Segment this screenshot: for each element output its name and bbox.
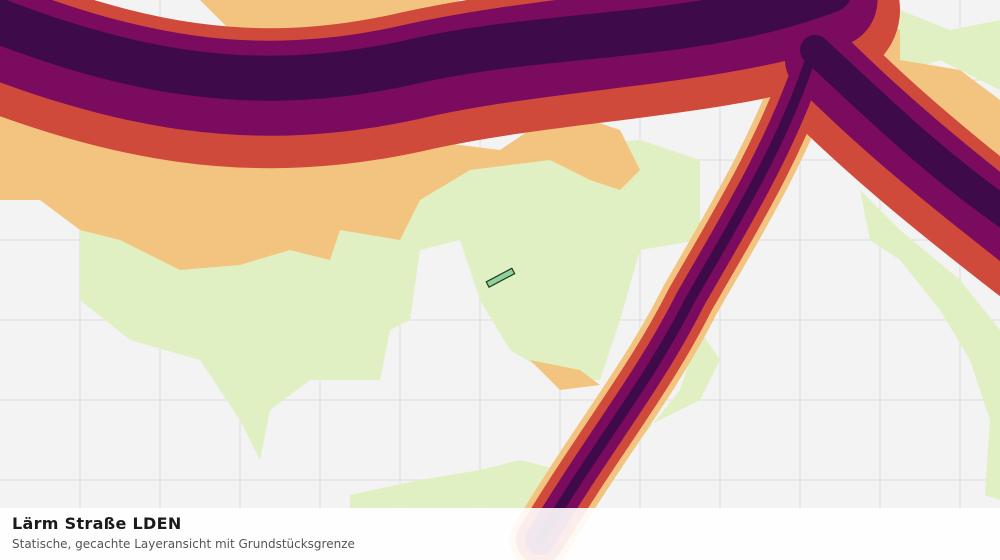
noise-band-extreme [800,35,1000,228]
noise-zone-medium [530,360,600,390]
caption-panel: Lärm Straße LDEN Statische, gecachte Lay… [0,508,1000,560]
noise-zone-low [860,190,1000,500]
map-subtitle: Statische, gecachte Layeransicht mit Gru… [12,537,355,551]
noise-band-extreme [0,0,851,101]
noise-zone-low [600,330,720,470]
noise-band-extreme [535,55,815,545]
map-title: Lärm Straße LDEN [12,514,182,533]
parcel-boundary [485,267,516,289]
noise-zone-medium [0,30,640,270]
noise-zone-low [350,460,560,508]
noise-zone-low [0,140,700,460]
